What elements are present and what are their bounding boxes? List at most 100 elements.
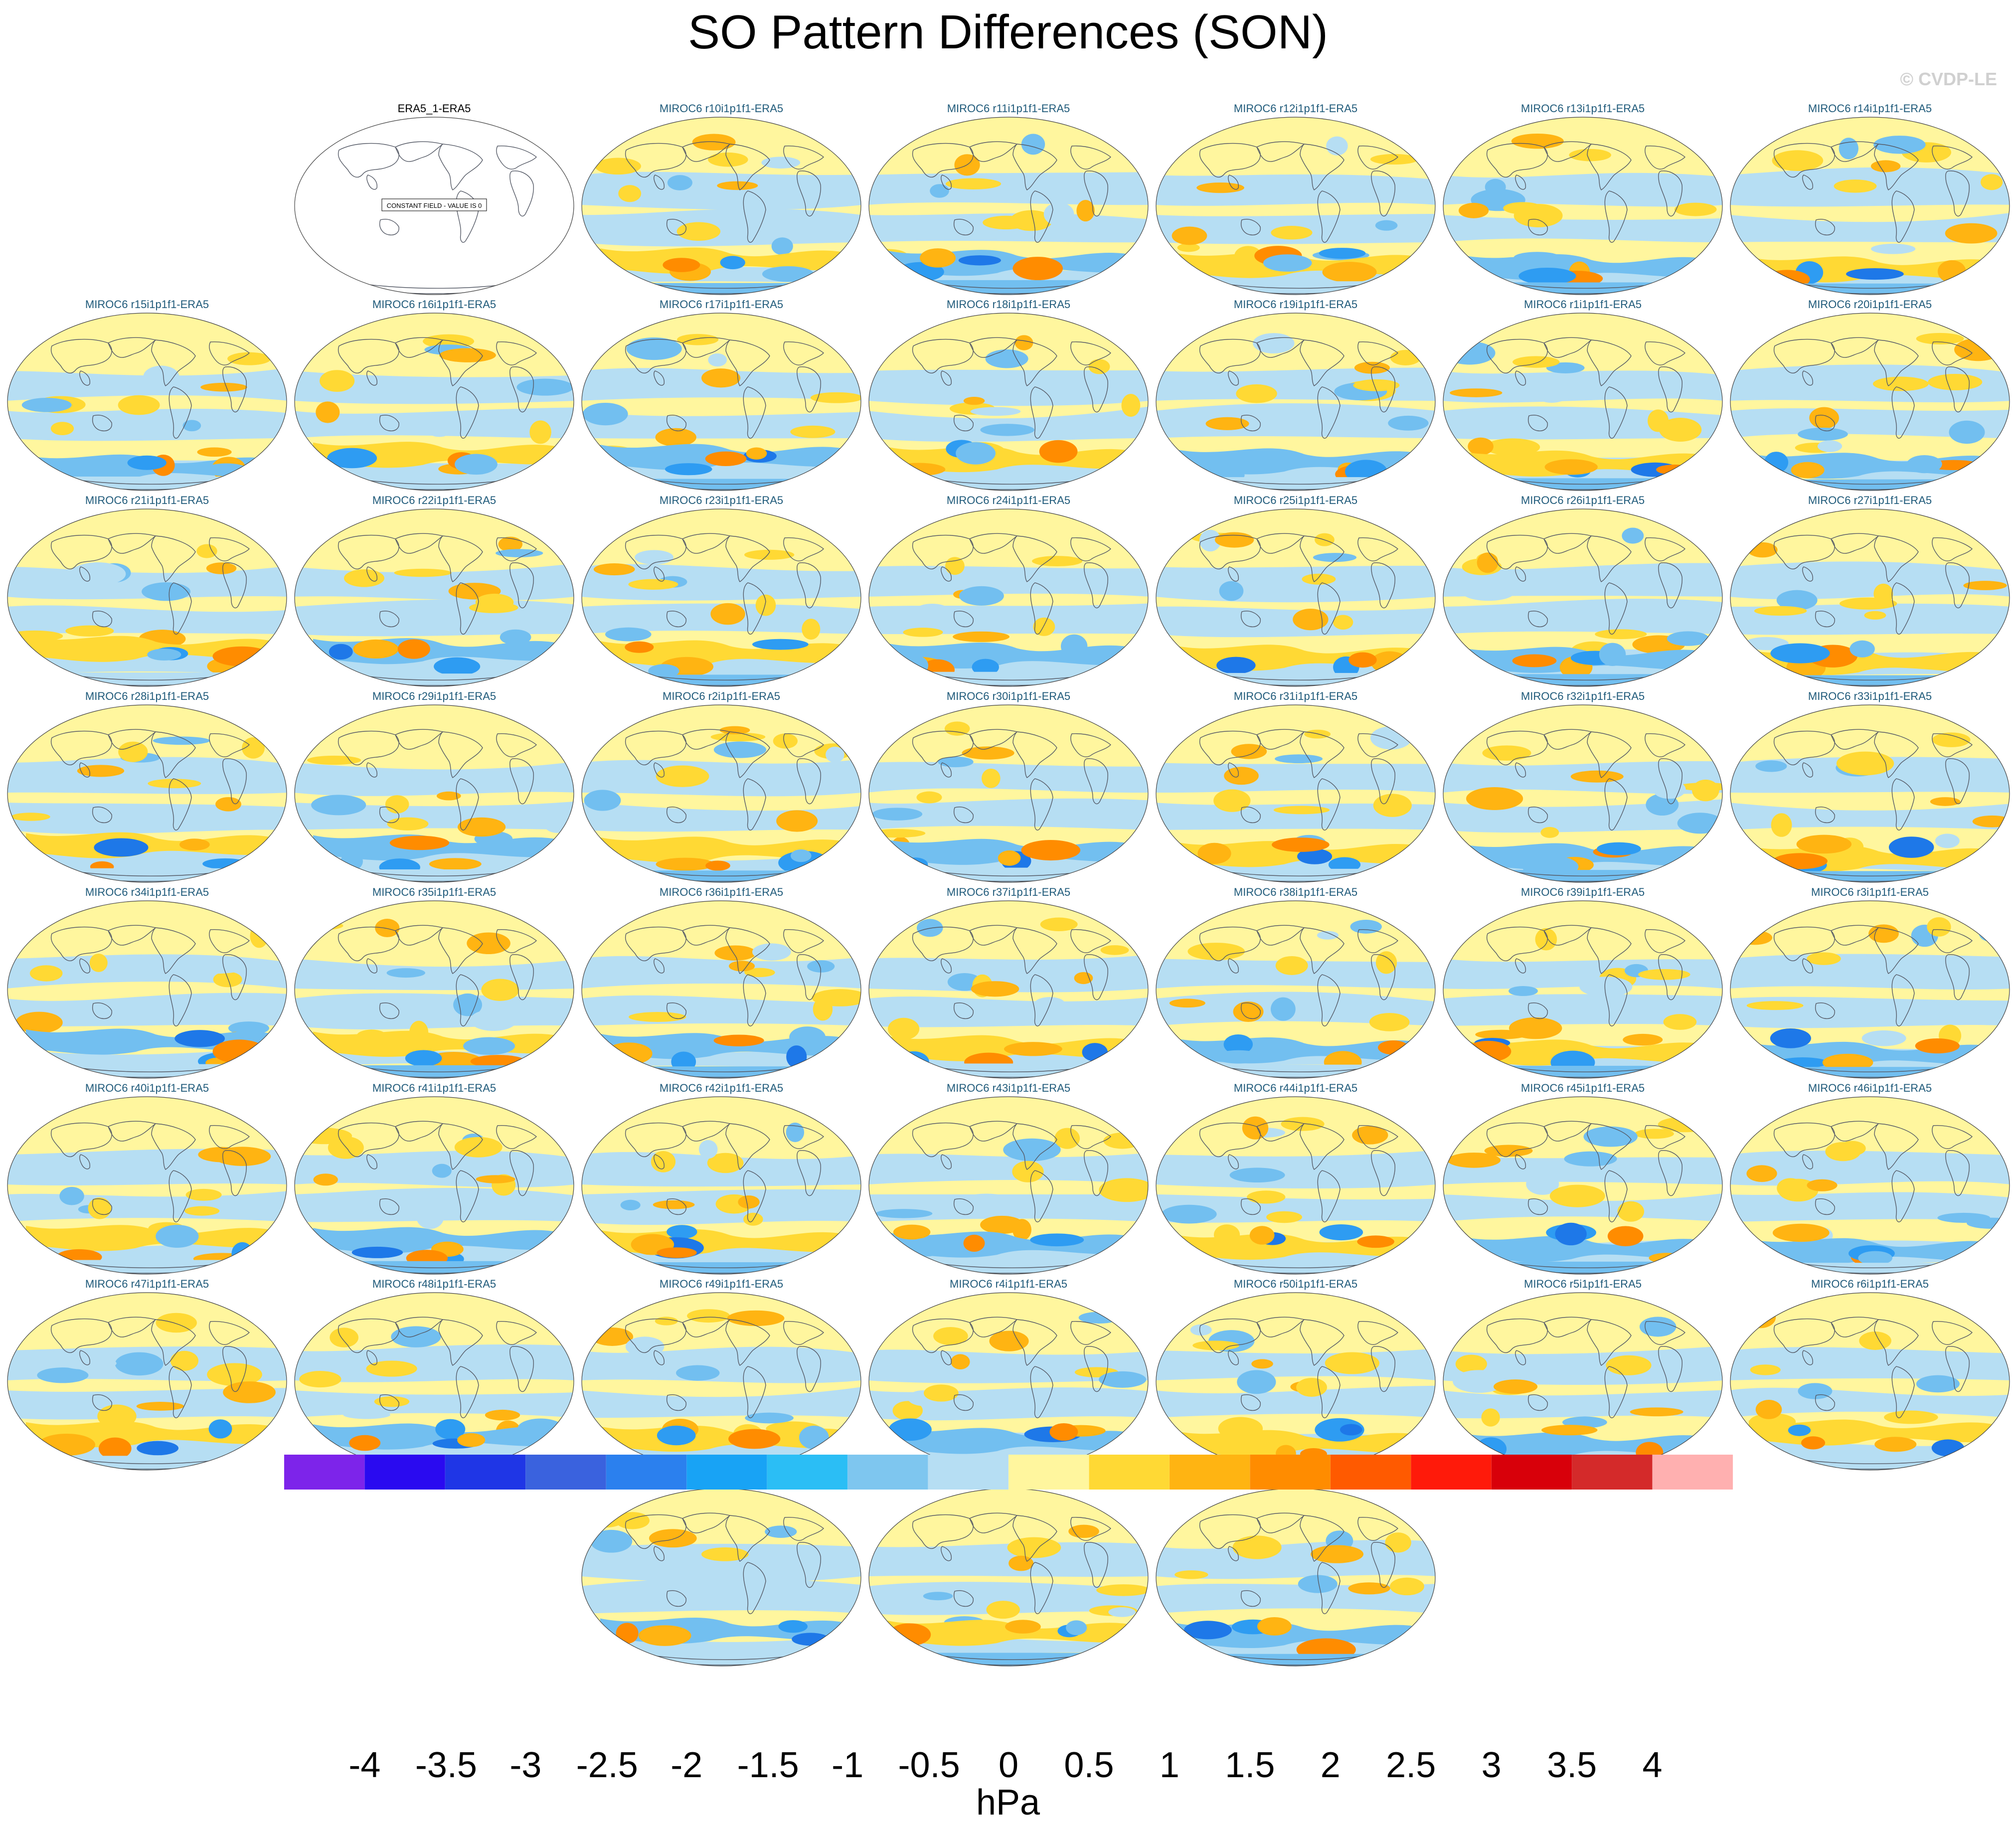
map-panel: ERA5_1-ERA5 CONSTANT FIELD - VALUE IS 0 [292,102,576,298]
map-panel: MIROC6 r8i1p1f1-ERA5 [866,1474,1151,1669]
panel-title: MIROC6 r41i1p1f1-ERA5 [372,1082,497,1094]
panel-title: MIROC6 r39i1p1f1-ERA5 [1520,886,1645,898]
panel-title: MIROC6 r4i1p1f1-ERA5 [950,1278,1067,1290]
world-map [1156,313,1436,491]
panel-title: MIROC6 r37i1p1f1-ERA5 [946,886,1071,898]
world-map [294,704,574,883]
map-panel: MIROC6 r16i1p1f1-ERA5 [292,298,576,494]
panel-title: MIROC6 r50i1p1f1-ERA5 [1233,1278,1358,1290]
colorbar-tick-label: -0.5 [898,1745,960,1785]
map-panel: MIROC6 r6i1p1f1-ERA5 [1728,1278,2012,1473]
world-map [1156,117,1436,295]
panel-title: MIROC6 r34i1p1f1-ERA5 [85,886,209,898]
world-map [1443,900,1723,1079]
world-map [1443,704,1723,883]
panel-title: MIROC6 r15i1p1f1-ERA5 [85,298,209,311]
world-map [1156,900,1436,1079]
panel-title: MIROC6 r6i1p1f1-ERA5 [1811,1278,1929,1290]
map-panel: MIROC6 r1i1p1f1-ERA5 [1441,298,1725,494]
map-panel: MIROC6 r5i1p1f1-ERA5 [1441,1278,1725,1473]
panel-title: MIROC6 r12i1p1f1-ERA5 [1233,102,1358,115]
colorbar-swatch [1411,1455,1492,1490]
world-map [7,900,287,1079]
map-panel: MIROC6 r33i1p1f1-ERA5 [1728,690,2012,885]
world-map [7,508,287,687]
colorbar-swatch [1089,1455,1170,1490]
panel-title: MIROC6 r25i1p1f1-ERA5 [1233,494,1358,506]
world-map [294,1292,574,1471]
colorbar-tick-label: 2 [1320,1745,1341,1785]
colorbar-swatch [767,1455,848,1490]
colorbar-swatch [1330,1455,1411,1490]
panel-title: MIROC6 r23i1p1f1-ERA5 [659,494,784,506]
panel-title: MIROC6 r40i1p1f1-ERA5 [85,1082,209,1094]
map-panel: MIROC6 r22i1p1f1-ERA5 [292,494,576,689]
map-panel: MIROC6 r46i1p1f1-ERA5 [1728,1082,2012,1277]
map-panel: MIROC6 r28i1p1f1-ERA5 [5,690,289,885]
colorbar-swatch [1008,1455,1089,1490]
colorbar-tick-label: 4 [1642,1745,1663,1785]
colorbar-swatch [847,1455,929,1490]
map-panel: MIROC6 r14i1p1f1-ERA5 [1728,102,2012,298]
panel-title: MIROC6 r36i1p1f1-ERA5 [659,886,784,898]
world-map [1730,900,2010,1079]
world-map [581,900,861,1079]
world-map [868,1292,1149,1471]
map-panel: MIROC6 r17i1p1f1-ERA5 [579,298,863,494]
map-panel: MIROC6 r35i1p1f1-ERA5 [292,886,576,1081]
world-map [868,508,1149,687]
world-map [868,1488,1149,1667]
colorbar-tick-label: -1 [832,1745,864,1785]
map-panel: MIROC6 r42i1p1f1-ERA5 [579,1082,863,1277]
world-map [868,117,1149,295]
colorbar-tick-label: -4 [348,1745,381,1785]
world-map [7,1096,287,1275]
colorbar-tick-label: 3 [1481,1745,1502,1785]
world-map [1730,508,2010,687]
map-panel: MIROC6 r11i1p1f1-ERA5 [866,102,1151,298]
map-panel: MIROC6 r13i1p1f1-ERA5 [1441,102,1725,298]
world-map: CONSTANT FIELD - VALUE IS 0 [294,117,574,295]
map-panel: MIROC6 r49i1p1f1-ERA5 [579,1278,863,1473]
panel-title: MIROC6 r21i1p1f1-ERA5 [85,494,209,506]
map-panel: MIROC6 r9i1p1f1-ERA5 [1154,1474,1438,1669]
map-panel: MIROC6 r39i1p1f1-ERA5 [1441,886,1725,1081]
panel-title: MIROC6 r45i1p1f1-ERA5 [1520,1082,1645,1094]
world-map [1443,1096,1723,1275]
map-panel: MIROC6 r25i1p1f1-ERA5 [1154,494,1438,689]
world-map [294,508,574,687]
panel-title: MIROC6 r48i1p1f1-ERA5 [372,1278,497,1290]
figure-title: SO Pattern Differences (SON) [688,5,1328,59]
panel-title: MIROC6 r42i1p1f1-ERA5 [659,1082,784,1094]
map-panel: MIROC6 r38i1p1f1-ERA5 [1154,886,1438,1081]
panel-title: MIROC6 r17i1p1f1-ERA5 [659,298,784,311]
map-panel: MIROC6 r34i1p1f1-ERA5 [5,886,289,1081]
colorbar-swatch [1491,1455,1572,1490]
world-map [294,313,574,491]
map-panel: MIROC6 r40i1p1f1-ERA5 [5,1082,289,1277]
colorbar-swatch [445,1455,526,1490]
world-map [1156,1096,1436,1275]
colorbar-tick-label: 0.5 [1064,1745,1114,1785]
panel-title: MIROC6 r13i1p1f1-ERA5 [1520,102,1645,115]
world-map [581,704,861,883]
world-map [581,1096,861,1275]
world-map [581,1488,861,1667]
colorbar-swatch [1250,1455,1331,1490]
colorbar-tick-label: 0 [998,1745,1019,1785]
colorbar-swatch [1169,1455,1250,1490]
world-map [1443,1292,1723,1471]
world-map [1443,313,1723,491]
colorbar-swatch [525,1455,607,1490]
colorbar-swatch [1572,1455,1653,1490]
colorbar-tick-label: 3.5 [1547,1745,1597,1785]
map-panel: MIROC6 r4i1p1f1-ERA5 [866,1278,1151,1473]
colorbar-tick-label: -2 [671,1745,703,1785]
map-panel: MIROC6 r45i1p1f1-ERA5 [1441,1082,1725,1277]
world-map [7,313,287,491]
colorbar-tick-label: -3 [509,1745,542,1785]
panel-title: MIROC6 r29i1p1f1-ERA5 [372,690,497,702]
world-map [1156,704,1436,883]
world-map [868,1096,1149,1275]
colorbar-swatch [686,1455,768,1490]
